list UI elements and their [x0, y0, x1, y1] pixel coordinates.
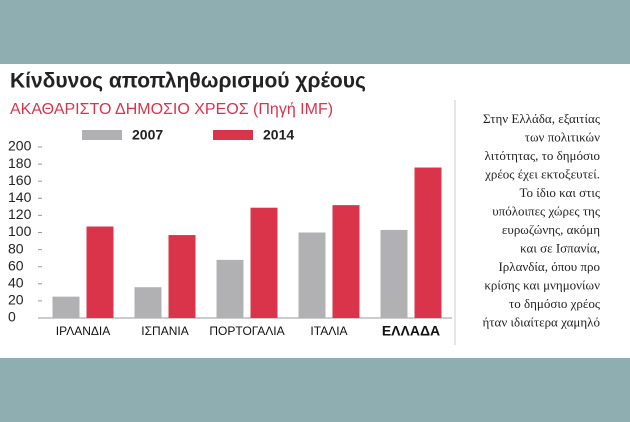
legend-swatch [213, 130, 253, 140]
sidebar-text: υπόλοιπες χώρες της [492, 203, 601, 218]
sidebar-text: Στην Ελλάδα, εξαιτίας [483, 111, 601, 126]
bar [380, 229, 408, 318]
y-tick-label: 180 [8, 155, 32, 171]
bar [298, 232, 326, 318]
x-tick-label: ΕΛΛΑΔΑ [382, 323, 440, 339]
legend-label: 2014 [263, 127, 294, 143]
y-tick-label: 160 [8, 172, 32, 188]
bar [134, 287, 162, 318]
chart-title: Κίνδυνος αποπληθωρισμού χρέους [10, 70, 366, 93]
x-tick-label: ΙΤΑΛΙΑ [310, 324, 347, 338]
bar [414, 167, 442, 318]
y-tick-label: 0 [8, 309, 16, 325]
y-tick-label: 200 [8, 138, 32, 154]
sidebar-text: λιτότητας, το δημόσιο [485, 148, 600, 163]
sidebar-text: και σε Ισπανία, [520, 240, 600, 255]
bar [168, 235, 196, 318]
bar [86, 226, 114, 318]
x-tick-label: ΠΟΡΤΟΓΑΛΙΑ [209, 324, 284, 338]
sidebar-text: Το ίδιο και στις [519, 185, 600, 200]
sidebar-text: των πολιτικών [525, 129, 600, 144]
bar [216, 259, 244, 318]
y-tick-label: 60 [8, 257, 24, 273]
legend-label: 2007 [132, 127, 163, 143]
sidebar-text: ευρωζώνης, ακόμη [502, 222, 600, 237]
bar [52, 296, 80, 318]
sidebar-text: κρίσης και μνημονίων [484, 277, 600, 292]
sidebar-text: χρέος έχει εκτοξευτεί. [484, 166, 600, 181]
sidebar-text: το δημόσιο χρέος [509, 296, 601, 311]
y-tick-label: 100 [8, 223, 32, 239]
y-tick-label: 20 [8, 292, 24, 308]
x-tick-label: ΙΣΠΑΝΙΑ [141, 324, 188, 338]
y-tick-label: 120 [8, 206, 32, 222]
y-tick-label: 80 [8, 240, 24, 256]
y-tick-label: 140 [8, 189, 32, 205]
sidebar-text: ήταν ιδιαίτερα χαμηλό [483, 314, 601, 329]
legend-swatch [82, 130, 122, 140]
y-tick-label: 40 [8, 275, 24, 291]
chart-subtitle: ΑΚΑΘΑΡΙΣΤΟ ΔΗΜΟΣΙΟ ΧΡΕΟΣ (Πηγή IMF) [10, 101, 333, 118]
bar [250, 207, 278, 318]
bar [332, 205, 360, 318]
x-tick-label: ΙΡΛΑΝΔΙΑ [56, 324, 111, 338]
sidebar-text: Ιρλανδία, όπου προ [498, 259, 600, 274]
